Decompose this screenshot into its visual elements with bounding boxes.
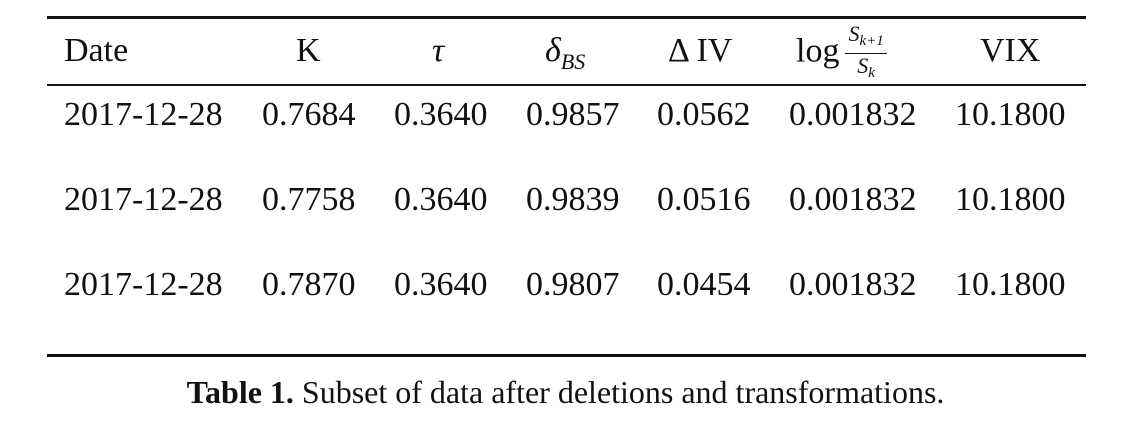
cell-vix: 10.1800 — [955, 96, 1066, 133]
delta-symbol: δ — [545, 32, 561, 69]
cell-delta-iv: 0.0454 — [657, 266, 751, 303]
table-bottom-rule — [47, 354, 1086, 357]
cell-vix: 10.1800 — [955, 266, 1066, 303]
fraction-denominator: Sk — [857, 53, 875, 82]
table-header-rule — [47, 84, 1086, 86]
cell-tau: 0.3640 — [394, 266, 488, 303]
caption-text: Subset of data after deletions and trans… — [293, 374, 945, 410]
header-date: Date — [64, 32, 129, 69]
cell-tau: 0.3640 — [394, 96, 488, 133]
cell-vix: 10.1800 — [955, 181, 1066, 218]
cell-k: 0.7870 — [262, 266, 356, 303]
log-fraction: Sk+1 Sk — [845, 22, 887, 85]
cell-delta-bs: 0.9857 — [526, 96, 620, 133]
cell-date: 2017-12-28 — [64, 181, 223, 218]
cell-delta-iv: 0.0562 — [657, 96, 751, 133]
cell-log-return: 0.001832 — [789, 266, 917, 303]
cell-k: 0.7758 — [262, 181, 356, 218]
caption-label: Table 1. — [186, 374, 294, 410]
table-top-rule — [47, 16, 1086, 19]
cell-log-return: 0.001832 — [789, 96, 917, 133]
cell-log-return: 0.001832 — [789, 181, 917, 218]
cell-tau: 0.3640 — [394, 181, 488, 218]
header-vix: VIX — [980, 32, 1041, 69]
header-log-return: log Sk+1 Sk — [796, 22, 887, 85]
table-caption: Table 1. Subset of data after deletions … — [0, 372, 1131, 412]
delta-subscript: BS — [560, 49, 586, 74]
cell-date: 2017-12-28 — [64, 266, 223, 303]
fraction-numerator: Sk+1 — [845, 22, 887, 54]
cell-date: 2017-12-28 — [64, 96, 223, 133]
cell-delta-bs: 0.9839 — [526, 181, 620, 218]
cell-k: 0.7684 — [262, 96, 356, 133]
header-delta-iv: Δ IV — [668, 32, 733, 69]
header-k: K — [296, 32, 321, 69]
header-delta-bs: δBS — [545, 31, 585, 82]
header-tau: τ — [432, 32, 445, 69]
log-label: log — [796, 32, 840, 70]
cell-delta-bs: 0.9807 — [526, 266, 620, 303]
cell-delta-iv: 0.0516 — [657, 181, 751, 218]
